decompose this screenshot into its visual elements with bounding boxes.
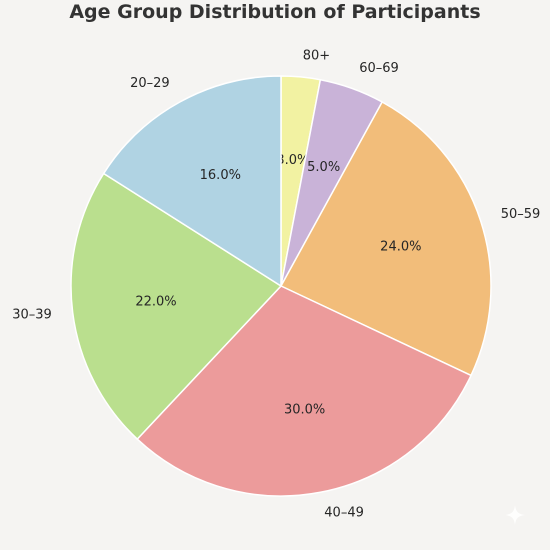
slice-label-40-49: 40–49: [324, 505, 364, 520]
slice-percent-50-59: 24.0%: [380, 240, 421, 255]
slice-label-30-39: 30–39: [12, 307, 52, 322]
slice-percent-80: 3.0%: [276, 153, 309, 168]
slice-label-20-29: 20–29: [130, 76, 170, 91]
slice-percent-30-39: 22.0%: [135, 294, 176, 309]
sparkle-icon: [505, 505, 525, 525]
pie-slice-30-39: [70, 172, 282, 440]
slice-label-80: 80+: [303, 49, 330, 64]
pie-slice-50-59: [280, 101, 492, 377]
chart-title: Age Group Distribution of Participants: [69, 1, 481, 23]
pie-slice-40-49: [136, 285, 472, 497]
slice-percent-40-49: 30.0%: [284, 402, 325, 417]
slice-label-50-59: 50–59: [501, 207, 541, 222]
slice-percent-20-29: 16.0%: [200, 168, 241, 183]
pie-slice-20-29: [102, 75, 282, 287]
slice-label-60-69: 60–69: [359, 61, 399, 76]
slice-percent-60-69: 5.0%: [307, 160, 340, 175]
